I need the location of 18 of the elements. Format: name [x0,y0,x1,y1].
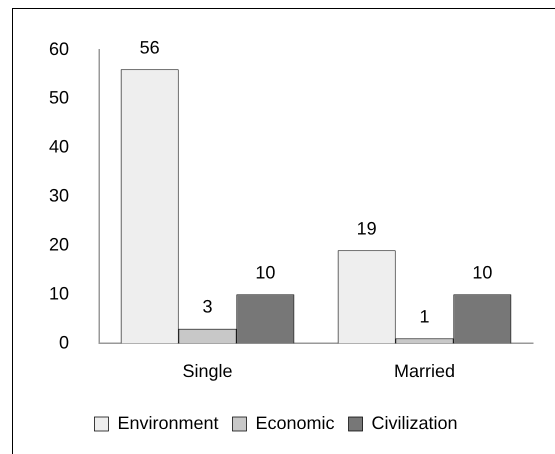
legend-label: Economic [255,412,335,433]
y-tick-label: 50 [48,88,70,108]
y-tick-label: 0 [59,332,70,352]
y-tick-label: 20 [48,234,70,254]
data-label: 3 [202,296,213,317]
data-label: 56 [140,37,160,58]
data-label: 1 [420,306,430,326]
x-tick-label: Married [394,361,456,382]
legend-label: Environment [117,412,219,433]
data-label: 10 [472,262,492,282]
y-tick-label: 30 [48,186,70,206]
legend-label: Civilization [372,412,458,433]
y-tick-label: 10 [48,283,70,304]
data-label: 10 [255,262,276,282]
y-tick-label: 40 [48,136,70,157]
y-tick-label: 60 [48,38,70,59]
data-label: 19 [356,218,377,238]
x-tick-label: Single [182,361,233,382]
